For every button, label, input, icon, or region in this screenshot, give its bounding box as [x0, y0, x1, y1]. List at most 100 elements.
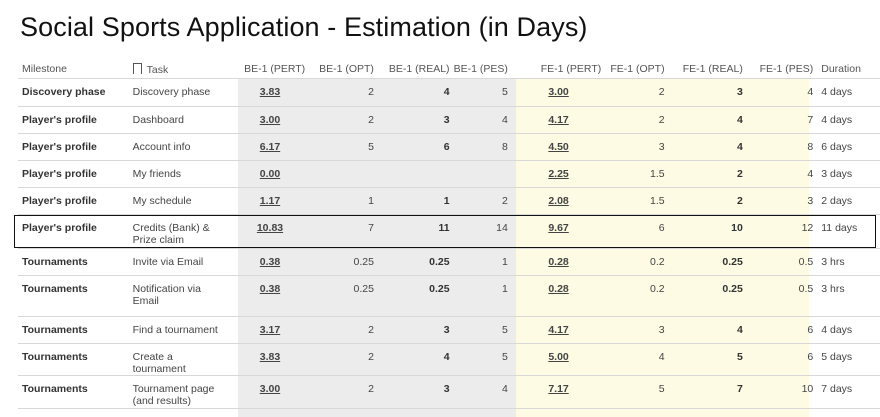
table-row[interactable]: Discovery phase Discovery phase 3.83 2 4 5 3.0… — [18, 78, 880, 107]
cell-fe-pes[interactable]: 10 — [746, 375, 818, 409]
cell-fe-opt[interactable]: 0.2 — [605, 275, 669, 317]
cell-be-pes[interactable]: 14 — [453, 214, 512, 249]
cell-duration[interactable]: 3 hrs — [817, 248, 880, 276]
cell-fe-pert[interactable]: 2.25 — [511, 160, 606, 188]
table-row[interactable]: Tournaments Find a tournament 3.17 2 3 5 4.17 3… — [18, 316, 880, 344]
table-row[interactable]: Tournaments Notification via Email 0.38 0.2… — [18, 275, 880, 317]
cell-milestone[interactable]: Tournaments — [18, 343, 129, 376]
cell-be-opt[interactable]: 0.25 — [309, 248, 378, 276]
cell-be-opt[interactable]: 2 — [309, 106, 378, 134]
cell-duration[interactable]: 3 hrs — [817, 275, 880, 317]
table-row[interactable]: Tournaments Invite via Email 0.38 0.25 0.25 1… — [18, 248, 880, 276]
header-be-pes[interactable]: BE-1 (PES) — [453, 60, 512, 79]
cell-be-opt[interactable]: 2 — [309, 316, 378, 344]
header-be-real[interactable]: BE-1 (REAL) — [377, 60, 454, 79]
cell-be-pert[interactable]: 6.17 — [230, 133, 310, 161]
cell-fe-pert[interactable]: 4.50 — [511, 133, 606, 161]
cell-fe-real[interactable]: 0.25 — [668, 248, 747, 276]
cell-fe-real[interactable]: 3 — [668, 78, 747, 107]
table-row[interactable]: Player's profile My schedule 1.17 1 1 2 2.08 1.… — [18, 187, 880, 215]
cell-fe-opt[interactable]: 0.2 — [605, 248, 669, 276]
cell-fe-real[interactable]: 5 — [668, 343, 747, 376]
cell-fe-real[interactable]: 4 — [668, 316, 747, 344]
cell-fe-real[interactable]: 4 — [668, 133, 747, 161]
header-fe-pert[interactable]: FE-1 (PERT) — [511, 60, 606, 79]
cell-be-opt[interactable]: 0.25 — [309, 275, 378, 317]
cell-fe-pert[interactable]: 3.00 — [511, 78, 606, 107]
cell-milestone[interactable]: Player's profile — [18, 187, 129, 215]
cell-fe-pert[interactable]: 4.17 — [511, 106, 606, 134]
cell-be-pes[interactable]: 4 — [453, 106, 512, 134]
header-fe-pes[interactable]: FE-1 (PES) — [746, 60, 818, 79]
cell-duration[interactable]: 3 days — [817, 160, 880, 188]
cell-task[interactable]: Discovery phase — [128, 78, 231, 107]
header-fe-opt[interactable]: FE-1 (OPT) — [605, 60, 669, 79]
cell-task[interactable]: Notification via Email — [128, 275, 231, 317]
cell-duration[interactable]: 7 days — [817, 375, 880, 409]
cell-be-real[interactable]: 3 — [377, 375, 454, 409]
cell-duration[interactable]: 11 days — [817, 214, 880, 249]
cell-be-opt[interactable]: 7 — [309, 214, 378, 249]
cell-duration[interactable]: 5 days — [817, 343, 880, 376]
cell-fe-pert[interactable]: 0.28 — [511, 248, 606, 276]
cell-milestone[interactable]: Player's profile — [18, 214, 129, 249]
cell-task[interactable]: My schedule — [128, 187, 231, 215]
table-row[interactable]: Player's profile Credits (Bank) & Prize c… — [18, 214, 880, 249]
cell-be-pes[interactable]: 1 — [453, 248, 512, 276]
cell-milestone[interactable]: Discovery phase — [18, 78, 129, 107]
cell-task[interactable]: Credits (Bank) & Prize claim — [128, 214, 231, 249]
cell-fe-opt[interactable]: 6 — [605, 214, 669, 249]
cell-duration[interactable]: 2 days — [817, 187, 880, 215]
table-row[interactable]: Player's profile Account info 6.17 5 6 8 4.50 3… — [18, 133, 880, 161]
cell-milestone[interactable]: Player's profile — [18, 133, 129, 161]
cell-be-pert[interactable]: 1.17 — [230, 187, 310, 215]
cell-fe-opt[interactable]: 2 — [605, 78, 669, 107]
cell-fe-pes[interactable]: 4 — [746, 160, 818, 188]
cell-fe-pes[interactable]: 12 — [746, 214, 818, 249]
cell-be-pes[interactable]: 2 — [453, 187, 512, 215]
cell-fe-opt[interactable]: 3 — [605, 316, 669, 344]
cell-be-real[interactable]: 4 — [377, 343, 454, 376]
cell-be-real[interactable]: 1 — [377, 187, 454, 215]
cell-be-opt[interactable]: 1 — [309, 187, 378, 215]
cell-be-real[interactable] — [377, 160, 454, 188]
cell-be-pes[interactable]: 8 — [453, 133, 512, 161]
cell-fe-pes[interactable]: 0.5 — [746, 275, 818, 317]
cell-be-pert[interactable]: 3.00 — [230, 106, 310, 134]
cell-milestone[interactable]: Tournaments — [18, 316, 129, 344]
cell-be-opt[interactable]: 2 — [309, 78, 378, 107]
cell-be-real[interactable]: 6 — [377, 133, 454, 161]
cell-fe-real[interactable]: 4 — [668, 106, 747, 134]
cell-milestone[interactable]: Tournaments — [18, 248, 129, 276]
cell-be-real[interactable]: 0.25 — [377, 248, 454, 276]
cell-be-pert[interactable]: 0.00 — [230, 160, 310, 188]
table-row[interactable]: Tournaments Create a tournament 3.83 2 4 5 5.0… — [18, 343, 880, 376]
cell-duration[interactable]: 4 days — [817, 106, 880, 134]
cell-be-opt[interactable]: 2 — [309, 343, 378, 376]
cell-task[interactable]: Dashboard — [128, 106, 231, 134]
cell-fe-pert[interactable]: 9.67 — [511, 214, 606, 249]
cell-fe-pes[interactable]: 3 — [746, 187, 818, 215]
cell-be-opt[interactable]: 5 — [309, 133, 378, 161]
cell-be-pert[interactable]: 0.38 — [230, 248, 310, 276]
cell-duration[interactable]: 6 days — [817, 133, 880, 161]
cell-be-real[interactable]: 3 — [377, 316, 454, 344]
table-row[interactable]: Player's profile My friends 0.00 2.25 1.5 2 4 3… — [18, 160, 880, 188]
cell-fe-pert[interactable]: 4.17 — [511, 316, 606, 344]
cell-fe-opt[interactable]: 1.5 — [605, 187, 669, 215]
cell-fe-pes[interactable]: 8 — [746, 133, 818, 161]
cell-task[interactable]: Tournament page (and results) — [128, 375, 231, 409]
cell-duration[interactable]: 4 days — [817, 78, 880, 107]
cell-duration[interactable]: 4 days — [817, 316, 880, 344]
cell-be-pes[interactable]: 5 — [453, 316, 512, 344]
cell-task[interactable]: My friends — [128, 160, 231, 188]
cell-be-pes[interactable]: 1 — [453, 275, 512, 317]
cell-be-pert[interactable]: 3.83 — [230, 78, 310, 107]
cell-task[interactable]: Invite via Email — [128, 248, 231, 276]
header-task[interactable]: Task — [128, 60, 231, 79]
cell-fe-pert[interactable]: 0.28 — [511, 275, 606, 317]
table-row[interactable]: Player's profile Dashboard 3.00 2 3 4 4.17 2 4 7 4… — [18, 106, 880, 134]
cell-fe-pes[interactable]: 4 — [746, 78, 818, 107]
cell-fe-real[interactable]: 2 — [668, 160, 747, 188]
cell-fe-pert[interactable]: 5.00 — [511, 343, 606, 376]
